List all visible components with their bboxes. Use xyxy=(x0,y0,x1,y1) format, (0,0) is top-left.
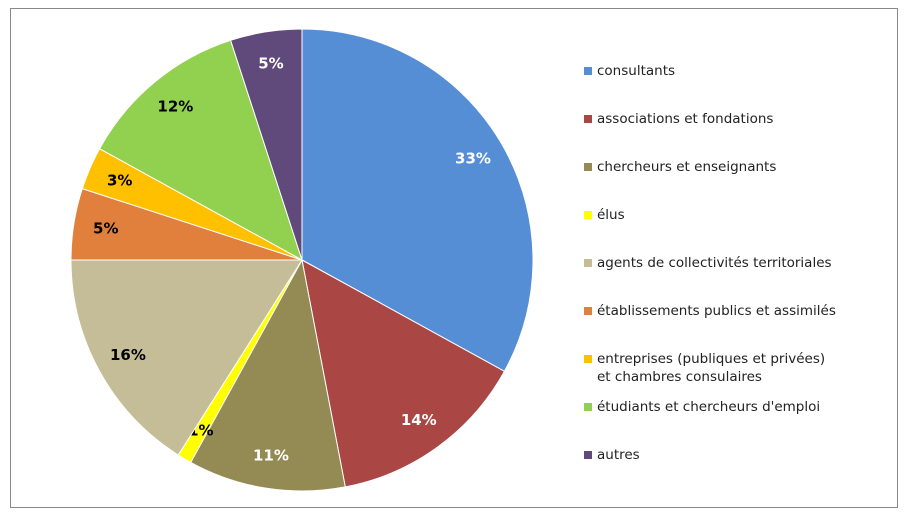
pie-slice xyxy=(229,28,303,261)
pie-slice xyxy=(190,258,346,492)
legend-swatch xyxy=(584,67,592,75)
legend-swatch xyxy=(584,115,592,123)
data-label: 33% xyxy=(455,149,491,167)
legend-item: entreprises (publiques et privées) et ch… xyxy=(584,350,844,386)
pie-slice xyxy=(301,28,534,372)
legend-swatch xyxy=(584,451,592,459)
data-label: 14% xyxy=(401,411,437,429)
data-label: 16% xyxy=(110,346,146,364)
legend-item: autres xyxy=(584,446,844,464)
legend-swatch xyxy=(584,211,592,219)
legend-swatch xyxy=(584,163,592,171)
legend-label: autres xyxy=(597,447,640,463)
legend-item: élus xyxy=(584,206,844,224)
legend-item: étudiants et chercheurs d'emploi xyxy=(584,398,844,416)
legend-swatch xyxy=(584,259,592,267)
legend-label: chercheurs et enseignants xyxy=(597,159,777,175)
legend-label: agents de collectivités territoriales xyxy=(597,255,832,271)
legend-item: associations et fondations xyxy=(584,110,844,128)
data-label: 11% xyxy=(253,447,289,465)
legend-item: chercheurs et enseignants xyxy=(584,158,844,176)
legend-swatch xyxy=(584,403,592,411)
legend-label: entreprises (publiques et privées) et ch… xyxy=(597,351,826,385)
legend-swatch xyxy=(584,355,592,363)
pie-slice xyxy=(98,39,303,262)
legend-label: associations et fondations xyxy=(597,111,774,127)
data-label: 5% xyxy=(93,219,118,237)
legend-label: élus xyxy=(597,207,625,223)
legend-item: agents de collectivités territoriales xyxy=(584,254,844,272)
data-label: 5% xyxy=(258,54,283,72)
legend-label: établissements publics et assimilés xyxy=(597,303,836,319)
legend-swatch xyxy=(584,307,592,315)
legend-item: établissements publics et assimilés xyxy=(584,302,844,320)
data-label: 3% xyxy=(107,172,132,190)
legend-label: consultants xyxy=(597,63,676,79)
pie-slice xyxy=(301,259,506,488)
data-label: 12% xyxy=(157,97,193,115)
pie-slice xyxy=(70,259,303,456)
legend-item: consultants xyxy=(584,62,844,80)
legend-label: étudiants et chercheurs d'emploi xyxy=(597,399,821,415)
